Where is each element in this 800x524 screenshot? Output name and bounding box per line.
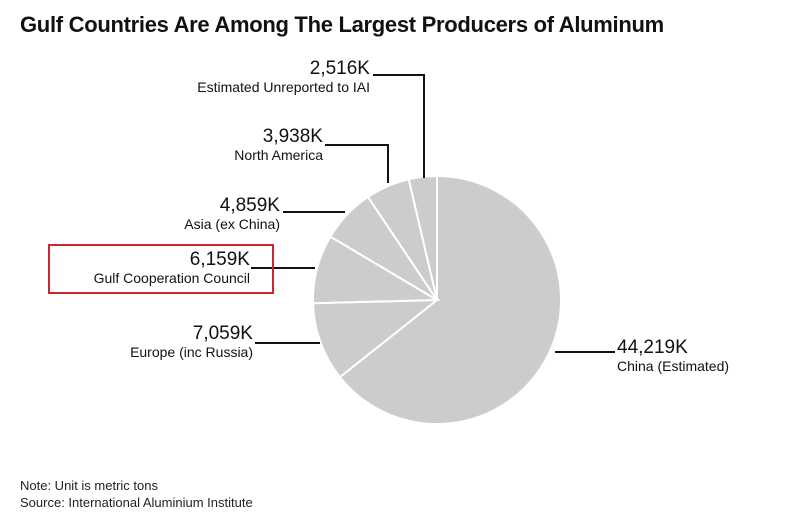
slice-name: Asia (ex China) [184, 216, 280, 232]
slice-value: 3,938K [262, 126, 323, 147]
slice-label: 3,938K North America [200, 126, 323, 164]
slice-label: 44,219K China (Estimated) [617, 337, 729, 375]
pie-slice [312, 298, 440, 379]
slice-label: 2,516K Estimated Unreported to IAI [140, 58, 370, 96]
slice-label: 7,059K Europe (inc Russia) [108, 323, 253, 361]
slice-label: 4,859K Asia (ex China) [150, 195, 280, 233]
highlight-box [48, 244, 274, 294]
slice-name: North America [234, 147, 323, 163]
pie-slice [338, 174, 562, 425]
note: Note: Unit is metric tons [20, 478, 158, 493]
slice-label: 6,159K Gulf Cooperation Council [58, 249, 250, 287]
slice-value: 44,219K [617, 337, 688, 358]
leader-line [373, 74, 425, 178]
chart-title: Gulf Countries Are Among The Largest Pro… [20, 12, 664, 37]
leader-line [325, 144, 389, 183]
slice-value: 4,859K [219, 195, 280, 216]
slice-name: Estimated Unreported to IAI [197, 79, 370, 95]
slice-value: 2,516K [309, 58, 370, 79]
slice-name: Europe (inc Russia) [130, 344, 253, 360]
source: Source: International Aluminium Institut… [20, 495, 253, 510]
slice-name: China (Estimated) [617, 358, 730, 374]
slice-value: 6,159K [189, 249, 250, 270]
slice-value: 7,059K [192, 323, 253, 344]
pie-slice [407, 174, 438, 301]
slice-name: Gulf Cooperation Council [93, 270, 250, 286]
